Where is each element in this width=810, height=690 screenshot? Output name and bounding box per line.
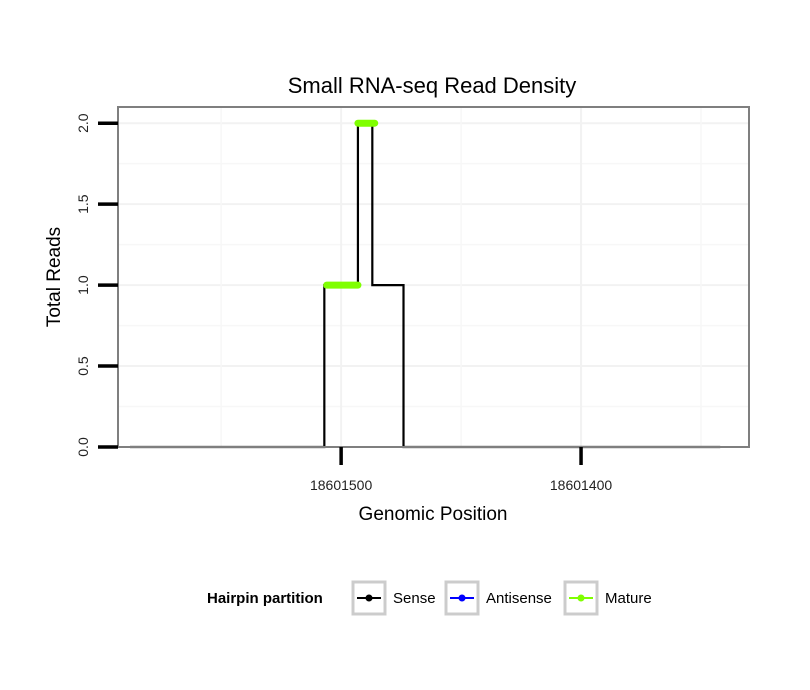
legend-label: Mature xyxy=(605,590,652,607)
y-axis: 0.0 0.5 1.0 1.5 2.0 xyxy=(75,113,118,457)
chart-title: Small RNA-seq Read Density xyxy=(288,73,577,98)
plot-panel-border xyxy=(117,106,750,448)
y-tick-label: 1.5 xyxy=(75,194,91,214)
legend-item-sense: Sense xyxy=(351,580,436,616)
y-tick-label: 0.0 xyxy=(75,437,91,457)
x-axis: 18601500 18601400 xyxy=(310,447,612,493)
legend-label: Sense xyxy=(393,590,436,607)
legend: Hairpin partition Sense Antisense Mature xyxy=(207,580,652,616)
x-tick-label: 18601500 xyxy=(310,477,373,493)
legend-label: Antisense xyxy=(486,590,552,607)
y-tick-label: 2.0 xyxy=(75,113,91,133)
y-tick-label: 1.0 xyxy=(75,275,91,295)
y-axis-title: Total Reads xyxy=(44,227,65,327)
y-tick-label: 0.5 xyxy=(75,356,91,376)
legend-key-point xyxy=(458,594,466,602)
legend-title: Hairpin partition xyxy=(207,590,323,607)
legend-key-point xyxy=(365,594,373,602)
legend-key-point xyxy=(577,594,585,602)
x-axis-title: Genomic Position xyxy=(359,504,508,525)
grid-lines xyxy=(118,107,749,448)
x-tick-label: 18601400 xyxy=(550,477,613,493)
legend-item-antisense: Antisense xyxy=(444,580,552,616)
legend-item-mature: Mature xyxy=(563,580,652,616)
